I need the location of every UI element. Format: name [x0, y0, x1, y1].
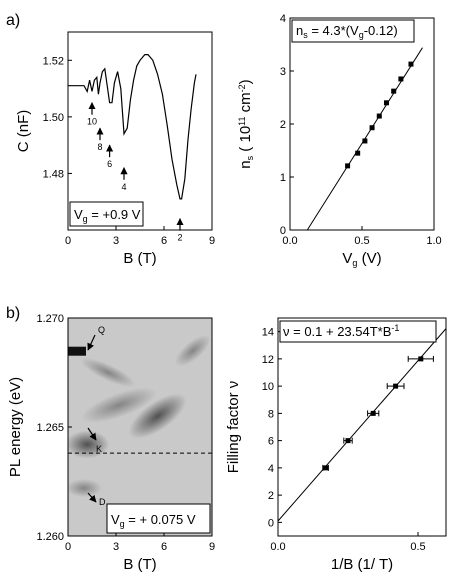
heatmap-feature — [68, 479, 102, 498]
x-tick-label: 6 — [161, 541, 167, 553]
plot-frame — [67, 31, 213, 231]
data-point — [345, 163, 351, 169]
panel-label-b: b) — [6, 305, 20, 322]
capacitance-trace — [68, 54, 197, 200]
x-tick-label: 0 — [65, 235, 71, 247]
data-point — [376, 113, 382, 119]
data-point — [393, 383, 399, 389]
x-axis-label: Vg (V) — [342, 250, 381, 268]
fit-equation: ν = 0.1 + 23.54T*B-1 — [283, 323, 399, 339]
panel-b-filling-factor-chart: 0.0 0.5 0 2 4 6 8 10 12 14 1/B (1/ T) Filling facto… — [225, 317, 447, 573]
y-tick-label: 8 — [268, 408, 274, 420]
data-point — [398, 76, 404, 82]
feature-arrow — [87, 334, 96, 351]
x-tick-label: 9 — [209, 541, 215, 553]
y-tick-label: 10 — [262, 381, 274, 393]
x-axis-label: B (T) — [123, 250, 156, 267]
y-tick-label: 0 — [280, 225, 286, 237]
panel-a-density-chart: 0.0 0.5 1.0 0 1 2 3 4 Vg (V) ns ( 1011 cm-2) ns = … — [237, 13, 442, 268]
panel-label-a: a) — [6, 12, 20, 29]
y-tick-label: 4 — [280, 13, 286, 25]
plot-frame — [277, 317, 447, 537]
y-tick-label: 1.48 — [43, 168, 64, 180]
fit-equation-box — [291, 19, 415, 43]
y-tick-label: 12 — [262, 354, 274, 366]
y-tick-label: 0 — [268, 517, 274, 529]
fit-equation: ns = 4.3*(Vg-0.12) — [296, 23, 398, 40]
data-point — [408, 61, 414, 67]
x-tick-label: 0.0 — [282, 235, 297, 247]
fit-line — [277, 328, 447, 522]
x-tick-label: 9 — [209, 235, 215, 247]
y-tick-label: 1.270 — [36, 313, 64, 325]
feature-arrow-label: D — [99, 497, 106, 507]
heatmap-feature — [80, 357, 136, 388]
heatmap-feature — [81, 387, 158, 423]
y-axis-label: ns ( 1011 cm-2) — [237, 79, 255, 168]
x-tick-label: 0.5 — [410, 541, 425, 553]
fit-equation-box — [279, 320, 437, 343]
gate-voltage-annotation: Vg = + 0.075 V — [111, 512, 196, 529]
gate-voltage-annotation: Vg = +0.9 V — [74, 207, 141, 224]
heatmap-feature — [128, 393, 187, 439]
feature-arrow — [87, 492, 97, 503]
y-tick-label: 1 — [280, 172, 286, 184]
data-point — [391, 88, 397, 94]
x-tick-label: 0.5 — [354, 235, 369, 247]
filling-arrow-label: 8 — [97, 142, 102, 152]
annotation-box — [106, 503, 211, 534]
y-tick-label: 1.52 — [43, 55, 64, 67]
x-tick-label: 0.0 — [270, 541, 285, 553]
x-tick-label: 1.0 — [426, 235, 441, 247]
x-tick-label: 6 — [161, 235, 167, 247]
y-tick-label: 4 — [268, 463, 274, 475]
data-point — [418, 356, 424, 362]
y-tick-label: 6 — [268, 436, 274, 448]
filling-arrow-label: 6 — [107, 159, 112, 169]
data-point — [362, 138, 368, 144]
y-tick-label: 1.265 — [36, 422, 64, 434]
feature-arrow-label: K — [96, 444, 102, 454]
y-axis-label: C (nF) — [15, 110, 32, 153]
x-tick-label: 0 — [65, 541, 71, 553]
data-point — [345, 438, 351, 444]
heatmap-features — [68, 334, 211, 498]
data-point — [370, 410, 376, 416]
filling-arrow-label: 10 — [87, 117, 97, 127]
panel-b-pl-heatmap: 0 3 6 9 1.260 1.265 1.270 B (T) PL energy (eV) Q K… — [7, 313, 215, 573]
x-tick-label: 3 — [113, 541, 119, 553]
y-tick-label: 2 — [280, 119, 286, 131]
x-axis-label: B (T) — [123, 556, 156, 573]
y-tick-label: 14 — [262, 327, 274, 339]
annotation-box — [69, 201, 144, 227]
heatmap-feature — [68, 430, 110, 459]
heatmap-feature — [174, 334, 211, 367]
filling-arrow-label: 2 — [177, 233, 182, 243]
y-tick-label: 1.260 — [36, 531, 64, 543]
y-axis-label: PL energy (eV) — [7, 377, 24, 477]
y-axis-label: Filling factor ν — [225, 381, 242, 474]
y-tick-label: 3 — [280, 66, 286, 78]
filling-arrow-label: 4 — [121, 182, 126, 192]
feature-arrow-label: Q — [98, 325, 105, 335]
x-axis-label: 1/B (1/ T) — [331, 556, 393, 573]
x-tick-label: 3 — [113, 235, 119, 247]
y-tick-label: 1.50 — [43, 112, 64, 124]
data-point — [383, 100, 389, 106]
data-point — [323, 465, 329, 471]
feature-arrow — [87, 427, 97, 441]
heatmap-dark-band — [68, 346, 86, 356]
data-point — [369, 125, 375, 131]
y-tick-label: 2 — [268, 490, 274, 502]
plot-frame — [289, 17, 435, 231]
data-point — [355, 150, 361, 156]
